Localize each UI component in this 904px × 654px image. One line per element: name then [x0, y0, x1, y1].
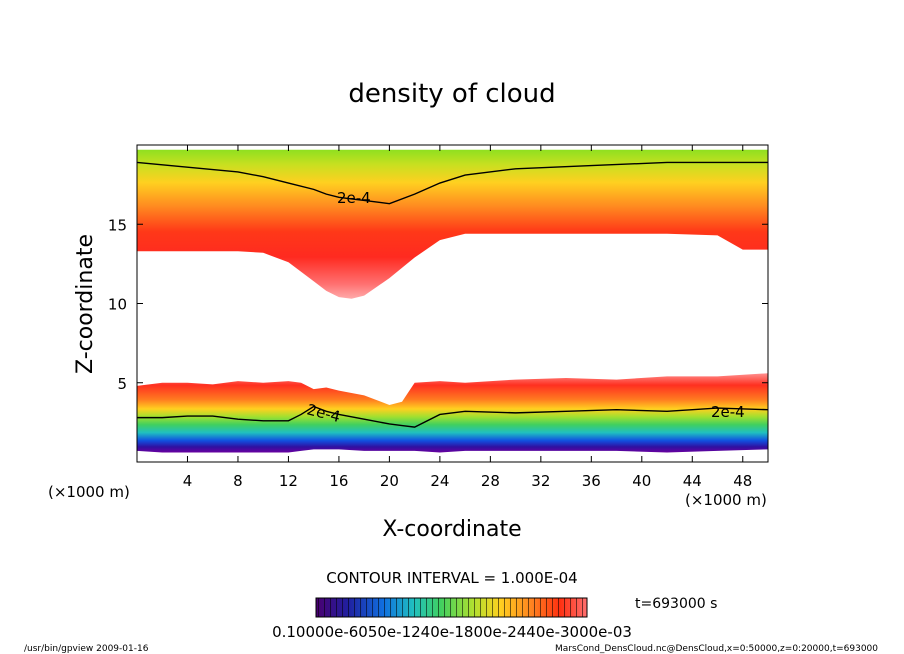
x-tick-label: 20 [380, 472, 399, 490]
x-axis: 4 8 12 16 20 24 28 32 36 40 44 48 [183, 145, 752, 490]
contour-label-lower-right: 2e-4 [711, 403, 745, 421]
x-tick-label: 32 [531, 472, 550, 490]
x-unit-left: (×1000 m) [48, 483, 130, 501]
x-tick-label: 44 [683, 472, 702, 490]
x-tick-label: 28 [481, 472, 500, 490]
plot-area [137, 149, 768, 453]
x-tick-label: 4 [183, 472, 193, 490]
footer-left: /usr/bin/gpview 2009-01-16 [24, 644, 149, 654]
x-axis-label: X-coordinate [382, 517, 521, 542]
x-tick-label: 8 [233, 472, 243, 490]
colorbar-frame [315, 597, 588, 618]
y-axis-label: Z-coordinate [73, 234, 98, 374]
time-label: t=693000 s [635, 596, 717, 612]
x-tick-label: 36 [582, 472, 601, 490]
chart-title: density of cloud [348, 79, 555, 109]
x-unit-right: (×1000 m) [685, 491, 767, 509]
y-axis: 5 10 15 [108, 216, 768, 393]
y-tick-label: 10 [108, 296, 127, 314]
y-tick-label: 15 [108, 216, 127, 234]
lower-contour-line [137, 405, 768, 428]
colorbar-stripes [316, 598, 587, 617]
footer-right: MarsCond_DensCloud.nc@DensCloud,x=0:5000… [555, 644, 878, 654]
contour-label-upper: 2e-4 [337, 189, 371, 207]
x-tick-label: 16 [329, 472, 348, 490]
upper-cloud-fill [137, 149, 768, 299]
x-tick-label: 40 [632, 472, 651, 490]
upper-contour-line [137, 161, 768, 205]
x-tick-label: 12 [279, 472, 298, 490]
x-tick-label: 24 [430, 472, 449, 490]
contour-interval: CONTOUR INTERVAL = 1.000E-04 [326, 569, 577, 587]
x-tick-label: 48 [733, 472, 752, 490]
colorbar-labels: 0.10000e-6050e-1240e-1800e-2440e-3000e-0… [272, 623, 632, 641]
y-tick-label: 5 [117, 375, 127, 393]
